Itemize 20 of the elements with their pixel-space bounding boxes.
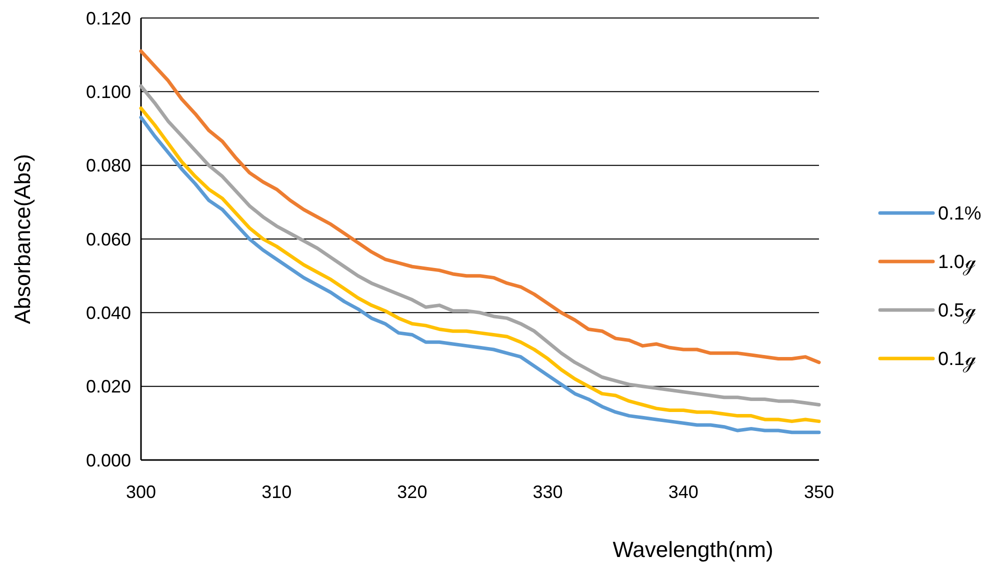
y-tick-label: 0.040 bbox=[86, 302, 131, 323]
y-tick-label: 0.060 bbox=[86, 229, 131, 250]
line-series bbox=[139, 49, 821, 364]
legend-label: 0.5ℊ bbox=[938, 300, 976, 325]
y-tick-label: 0.100 bbox=[86, 82, 131, 102]
y-tick-label: 0.080 bbox=[86, 156, 131, 176]
y-tick-label: 0.000 bbox=[86, 450, 131, 470]
x-tick-label: 340 bbox=[668, 482, 698, 502]
y-tick-label: 0.020 bbox=[86, 376, 131, 397]
x-tick-label: 300 bbox=[126, 482, 156, 502]
x-tick-label: 350 bbox=[804, 482, 834, 502]
y-axis-title: Absorbance(Abs) bbox=[10, 154, 35, 324]
legend-label: 0.1ℊ bbox=[938, 349, 976, 374]
x-tick-label: 320 bbox=[397, 482, 428, 502]
y-tick-label: 0.120 bbox=[86, 8, 131, 28]
x-tick-label: 330 bbox=[532, 482, 563, 502]
legend-label: 0.1% bbox=[938, 204, 982, 225]
legend-label: 1.0ℊ bbox=[938, 252, 976, 276]
x-axis-title: Wavelength(nm) bbox=[612, 537, 774, 562]
x-tick-label: 310 bbox=[262, 482, 292, 502]
